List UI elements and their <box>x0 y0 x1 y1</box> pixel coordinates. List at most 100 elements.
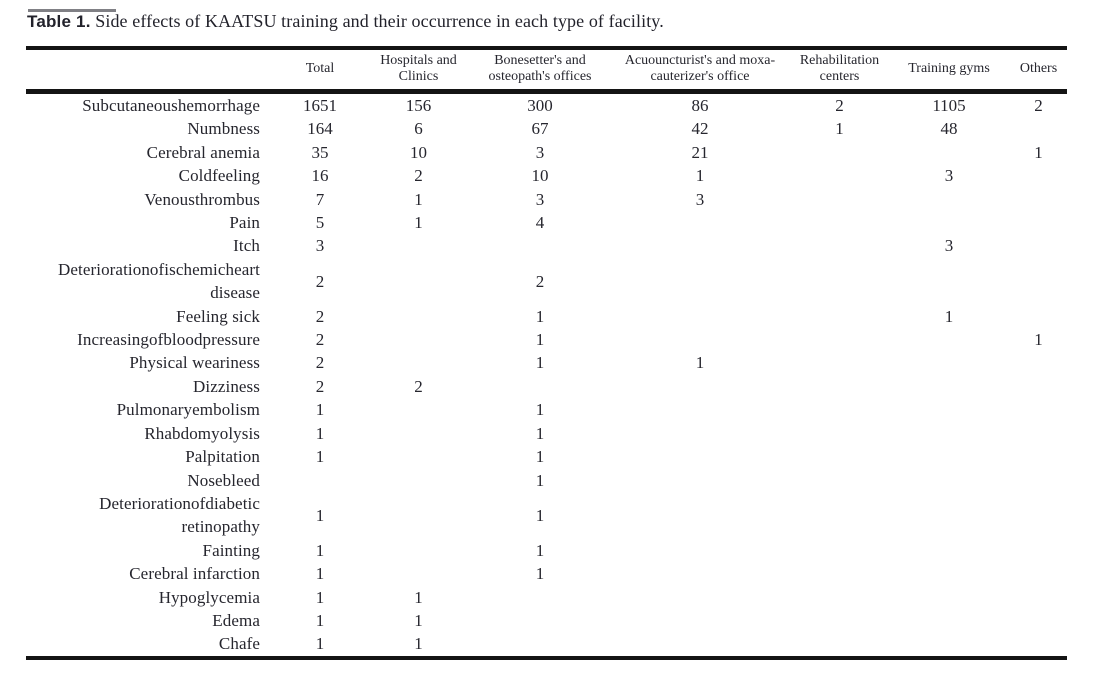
table-cell <box>791 258 888 305</box>
table-cell: 1 <box>315 610 325 630</box>
table-cell: 1 <box>535 330 545 350</box>
table-cell <box>791 211 888 234</box>
table-cell: 2 <box>315 353 325 373</box>
table-cell <box>791 609 888 632</box>
table-cell <box>1010 117 1067 140</box>
table-cell <box>888 492 1010 539</box>
table-cell <box>609 258 791 305</box>
table-cell <box>1010 164 1067 187</box>
row-label: Hypoglycemia <box>158 587 260 607</box>
table-cell: 2 <box>315 330 325 350</box>
table-cell: 1 <box>1034 330 1043 350</box>
table-cell <box>791 375 888 398</box>
row-label: Feeling sick <box>176 306 260 326</box>
table-row: Feeling sick 2 1 1 <box>26 305 1067 328</box>
table-cell <box>1010 305 1067 328</box>
table-cell: 3 <box>695 189 705 209</box>
column-header-1: Hospitals and Clinics <box>366 48 471 94</box>
table-row: Palpitation 1 1 <box>26 445 1067 468</box>
table-cell <box>366 305 471 328</box>
row-label: Deteriorationofdiabetic retinopathy <box>99 493 260 537</box>
row-label: Numbness <box>187 119 260 139</box>
table-cell: 3 <box>535 189 545 209</box>
table-header: Total Hospitals and Clinics Bonesetter's a… <box>26 48 1067 94</box>
table-cell: 3 <box>535 142 545 162</box>
table-cell: 1 <box>535 505 545 525</box>
row-label: Cerebral infarction <box>129 564 260 584</box>
table-cell: 156 <box>405 96 432 115</box>
table-cell: 10 <box>531 166 549 186</box>
table-cell <box>888 188 1010 211</box>
table-cell <box>1010 469 1067 492</box>
table-cell <box>366 234 471 257</box>
table-cell <box>471 375 609 398</box>
table-cell <box>791 539 888 562</box>
table-caption: Table 1. Side effects of KAATSU training… <box>27 9 1094 34</box>
table-cell <box>888 375 1010 398</box>
table-row: Increasingofbloodpressure 2 1 1 <box>26 328 1067 351</box>
table-cell <box>1010 632 1067 657</box>
table-cell <box>609 469 791 492</box>
table-cell <box>366 492 471 539</box>
row-label: Dizziness <box>193 376 260 396</box>
table-cell: 1 <box>315 505 325 525</box>
table-cell <box>888 141 1010 164</box>
table-row: Subcutaneoushemorrhage 1651 156 300 86 2 1105 2 <box>26 92 1067 118</box>
row-label: Rhabdomyolysis <box>144 423 260 443</box>
row-label: Nosebleed <box>187 470 260 490</box>
table-cell <box>1010 375 1067 398</box>
table-cell: 21 <box>691 142 709 162</box>
table-cell <box>1010 188 1067 211</box>
table-cell <box>791 188 888 211</box>
table-row: Pain 5 1 4 <box>26 211 1067 234</box>
table-cell: 1 <box>315 447 325 467</box>
table-cell: 42 <box>691 119 709 139</box>
table-row: Itch 3 3 <box>26 234 1067 257</box>
table-cell <box>888 351 1010 374</box>
table-cell <box>274 469 366 492</box>
table-row: Edema 1 1 <box>26 609 1067 632</box>
table-row: Cerebral infarction 1 1 <box>26 562 1067 585</box>
table-cell: 2 <box>535 271 545 291</box>
table-cell <box>1010 211 1067 234</box>
table-cell <box>791 141 888 164</box>
column-header-5: Training gyms <box>888 48 1010 94</box>
table-cell <box>1010 351 1067 374</box>
column-header-2: Bonesetter's and osteopath's offices <box>471 48 609 94</box>
table-cell <box>791 234 888 257</box>
row-label: Deteriorationofischemicheart disease <box>58 259 260 303</box>
row-label: Pain <box>229 213 260 233</box>
table-cell: 1 <box>944 306 954 326</box>
row-label: Venousthrombus <box>144 189 260 209</box>
table-cell <box>888 632 1010 657</box>
table-cell: 1 <box>315 634 325 654</box>
side-effects-table: Total Hospitals and Clinics Bonesetter's a… <box>26 46 1067 660</box>
table-cell: 1 <box>414 634 423 654</box>
table-cell: 35 <box>311 142 329 162</box>
table-cell <box>1010 586 1067 609</box>
table-cell <box>791 398 888 421</box>
table-cell: 1651 <box>303 96 337 115</box>
table-cell <box>366 445 471 468</box>
column-header-row-labels <box>26 48 274 94</box>
table-cell <box>609 398 791 421</box>
table-row: Coldfeeling 16 2 10 1 3 <box>26 164 1067 187</box>
table-cell: 4 <box>535 213 545 233</box>
table-header-row: Total Hospitals and Clinics Bonesetter's a… <box>26 48 1067 94</box>
table-cell <box>609 539 791 562</box>
table-cell <box>1010 609 1067 632</box>
table-cell <box>791 445 888 468</box>
table-cell: 3 <box>944 166 954 186</box>
table-cell <box>888 586 1010 609</box>
table-cell: 2 <box>315 306 325 326</box>
table-cell <box>609 632 791 657</box>
table-cell <box>366 351 471 374</box>
table-cell <box>888 562 1010 585</box>
table-cell <box>366 562 471 585</box>
table-cell <box>791 469 888 492</box>
column-header-4: Rehabilitation centers <box>791 48 888 94</box>
table-cell <box>888 398 1010 421</box>
table-cell: 7 <box>315 189 325 209</box>
table-cell <box>471 234 609 257</box>
table-row: Cerebral anemia 35 10 3 21 1 <box>26 141 1067 164</box>
